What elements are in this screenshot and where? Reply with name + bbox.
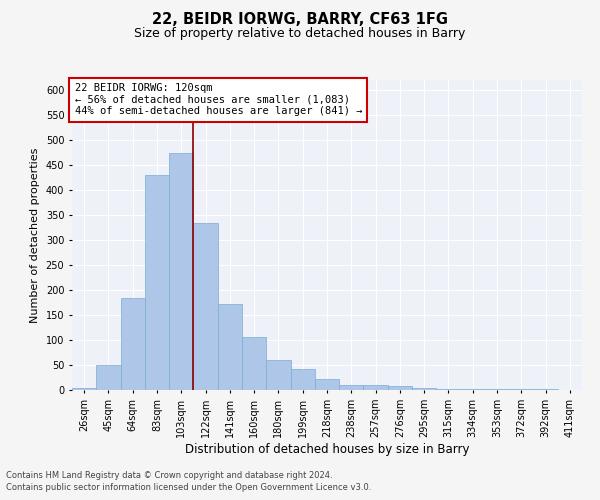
Bar	[96, 365, 121, 390]
Bar	[121, 298, 145, 390]
Y-axis label: Number of detached properties: Number of detached properties	[30, 148, 40, 322]
Bar	[193, 222, 218, 390]
Bar	[485, 389, 509, 390]
Bar	[509, 389, 533, 390]
Bar	[242, 336, 266, 390]
Text: 22 BEIDR IORWG: 120sqm
← 56% of detached houses are smaller (1,083)
44% of semi-: 22 BEIDR IORWG: 120sqm ← 56% of detached…	[74, 83, 362, 116]
Bar	[339, 385, 364, 390]
Bar	[364, 385, 388, 390]
Bar	[290, 368, 315, 390]
Text: Contains HM Land Registry data © Crown copyright and database right 2024.: Contains HM Land Registry data © Crown c…	[6, 471, 332, 480]
Text: Contains public sector information licensed under the Open Government Licence v3: Contains public sector information licen…	[6, 484, 371, 492]
Text: 22, BEIDR IORWG, BARRY, CF63 1FG: 22, BEIDR IORWG, BARRY, CF63 1FG	[152, 12, 448, 28]
Bar	[72, 388, 96, 390]
Bar	[436, 388, 461, 390]
Bar	[266, 360, 290, 390]
Bar	[412, 388, 436, 390]
Bar	[218, 304, 242, 390]
X-axis label: Distribution of detached houses by size in Barry: Distribution of detached houses by size …	[185, 442, 469, 456]
Bar	[315, 379, 339, 390]
Bar	[388, 386, 412, 390]
Bar	[145, 175, 169, 390]
Bar	[461, 389, 485, 390]
Bar	[169, 152, 193, 390]
Text: Size of property relative to detached houses in Barry: Size of property relative to detached ho…	[134, 28, 466, 40]
Bar	[533, 389, 558, 390]
